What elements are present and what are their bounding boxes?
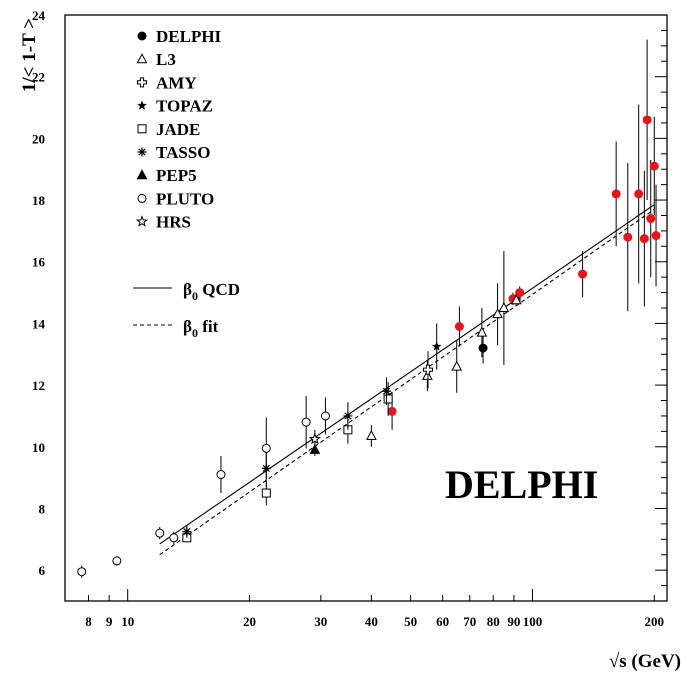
x-tick-label: 200	[645, 614, 665, 629]
l3-point	[492, 308, 503, 319]
legend-marker-delphi	[137, 31, 147, 41]
beta0-qcd-curve	[159, 204, 655, 545]
l3-point	[510, 294, 522, 305]
y-tick-label: 6	[39, 563, 46, 578]
delphi-point	[649, 161, 659, 171]
legend-marker-pep5	[136, 169, 148, 180]
x-tick-label: 9	[106, 614, 113, 629]
pluto-point	[169, 533, 179, 543]
legend-label-pep5: PEP5	[156, 166, 197, 185]
legend-marker-hrs	[135, 215, 149, 227]
experiment-label: DELPHI	[445, 462, 598, 507]
delphi-point	[515, 288, 525, 298]
legend-marker-tasso	[137, 147, 147, 157]
legend-label-topaz: TOPAZ	[156, 97, 213, 116]
y-tick-label: 14	[32, 316, 46, 331]
x-tick-label: 50	[404, 614, 417, 629]
tasso-point	[382, 386, 392, 396]
legend-marker-topaz	[137, 100, 147, 110]
y-tick-label: 12	[32, 378, 45, 393]
y-axis-label: 1/< 1-T >	[19, 18, 40, 92]
x-tick-label: 80	[487, 614, 500, 629]
y-tick-label: 24	[32, 8, 46, 23]
delphi-point	[651, 231, 661, 241]
legend-label-hrs: HRS	[156, 213, 191, 232]
hrs-point	[308, 432, 321, 445]
delphi-point	[642, 115, 652, 125]
legend-label-l3: L3	[156, 50, 176, 69]
x-tick-label: 30	[314, 614, 327, 629]
x-tick-label: 90	[507, 614, 520, 629]
pluto-point	[216, 470, 226, 480]
legend-label-pluto: PLUTO	[156, 189, 214, 208]
x-tick-label: 100	[523, 614, 543, 629]
topaz-point	[431, 341, 442, 351]
delphi-point	[578, 269, 588, 279]
pluto-point	[155, 528, 165, 538]
x-tick-label: 70	[463, 614, 476, 629]
pluto-point	[261, 443, 271, 453]
legend-label-qcd: β0 QCD	[183, 280, 240, 303]
pluto-point	[77, 567, 87, 577]
legend-label-jade: JADE	[156, 120, 200, 139]
delphi-point	[639, 234, 649, 244]
l3-point	[476, 326, 488, 337]
legend-marker-l3	[136, 53, 148, 64]
x-tick-label: 60	[436, 614, 449, 629]
delphi-point	[387, 406, 397, 416]
l3-point	[451, 360, 463, 371]
y-tick-label: 10	[32, 440, 45, 455]
delphi-point	[454, 322, 464, 332]
x-tick-label: 20	[243, 614, 256, 629]
jade-point	[261, 488, 271, 498]
pluto-point	[112, 556, 122, 566]
tasso-point	[343, 411, 353, 421]
delphi-point	[478, 343, 488, 353]
y-tick-label: 16	[32, 255, 46, 270]
amy-point	[422, 364, 433, 375]
pluto-point	[301, 417, 311, 427]
x-tick-label: 40	[365, 614, 378, 629]
pep5-point	[309, 443, 321, 454]
y-tick-label: 20	[32, 131, 45, 146]
l3-point	[498, 301, 510, 312]
delphi-point	[623, 232, 633, 242]
delphi-point	[611, 189, 621, 199]
legend-label-delphi: DELPHI	[156, 27, 222, 46]
legend-label-fit: β0 fit	[183, 317, 219, 340]
y-tick-label: 8	[39, 501, 46, 516]
x-tick-label: 10	[121, 614, 134, 629]
legend-label-tasso: TASSO	[156, 143, 211, 162]
l3-point	[366, 429, 377, 440]
legend-marker-jade	[137, 124, 147, 134]
legend-marker-amy	[137, 77, 147, 88]
tasso-point	[182, 527, 192, 537]
x-axis-label: √s (GeV)	[609, 651, 681, 672]
delphi-point	[646, 214, 656, 224]
jade-point	[383, 394, 393, 404]
pluto-point	[320, 411, 330, 421]
x-tick-label: 8	[85, 614, 92, 629]
beta0-fit-curve	[159, 208, 655, 556]
legend-label-amy: AMY	[156, 73, 197, 92]
y-tick-label: 18	[32, 193, 46, 208]
legend-marker-pluto	[137, 193, 147, 203]
delphi-point	[634, 189, 644, 199]
l3-point	[422, 369, 433, 380]
y-tick-label: 22	[32, 70, 45, 85]
